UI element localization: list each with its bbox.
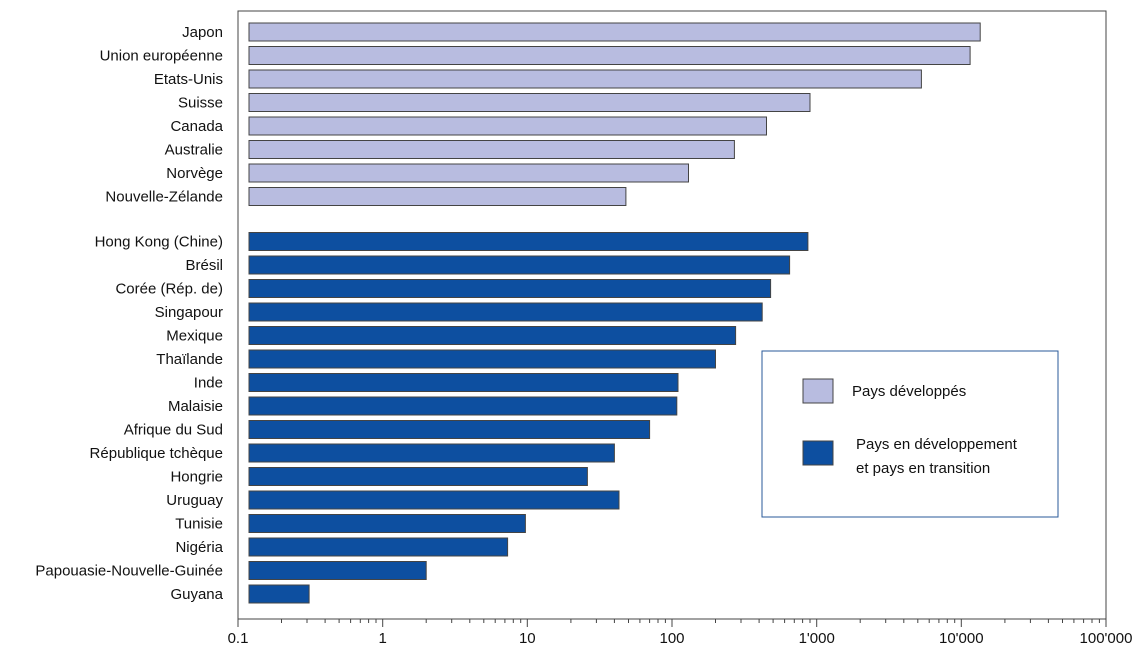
category-label: République tchèque — [90, 445, 223, 462]
category-label: Hong Kong (Chine) — [95, 234, 223, 251]
category-label: Malaisie — [168, 398, 223, 415]
category-label: Norvège — [166, 165, 223, 182]
category-label: Canada — [170, 118, 223, 135]
legend: Pays développés Pays en développement et… — [761, 350, 1059, 518]
bar — [248, 93, 811, 112]
category-label: Singapour — [155, 304, 223, 321]
x-tick-label: 0.1 — [228, 630, 249, 647]
x-tick-label: 1 — [379, 630, 387, 647]
category-label: Suisse — [178, 95, 223, 112]
bar — [248, 140, 735, 159]
bar — [248, 584, 310, 604]
bar — [248, 349, 716, 369]
category-label: Mexique — [166, 328, 223, 345]
bar — [248, 443, 615, 463]
category-label: Etats-Unis — [154, 71, 223, 88]
legend-swatch-developing — [802, 440, 834, 466]
category-label: Nigéria — [175, 539, 223, 556]
bar — [248, 255, 791, 275]
category-label: Uruguay — [166, 492, 223, 509]
bar — [248, 326, 737, 345]
bar — [248, 46, 971, 65]
x-tick-label: 100'000 — [1080, 630, 1133, 647]
legend-box — [761, 350, 1059, 518]
x-axis: 0.1 1 10 100 1'000 10'000 100'000 — [228, 618, 1133, 647]
category-label: Afrique du Sud — [124, 422, 223, 439]
category-label: Guyana — [170, 586, 223, 603]
category-label: Corée (Rép. de) — [115, 281, 223, 298]
legend-label-developed: Pays développés — [852, 383, 966, 400]
bar — [248, 232, 809, 251]
bar — [248, 537, 509, 557]
x-tick-label: 1'000 — [799, 630, 835, 647]
category-label: Nouvelle-Zélande — [105, 189, 223, 206]
bars — [248, 22, 981, 604]
category-label: Thaïlande — [156, 351, 223, 368]
legend-label-developing-line2: et pays en transition — [856, 460, 990, 477]
x-tick-label: 10'000 — [939, 630, 984, 647]
category-label: Tunisie — [175, 516, 223, 533]
legend-label-developing-line1: Pays en développement — [856, 436, 1018, 453]
bar — [248, 373, 679, 392]
category-label: Union européenne — [100, 48, 223, 65]
x-tick-label: 100 — [659, 630, 684, 647]
bar — [248, 561, 427, 580]
bar — [248, 69, 922, 89]
bar — [248, 116, 767, 136]
bar — [248, 187, 627, 206]
legend-swatch-developed — [802, 378, 834, 404]
bar — [248, 396, 678, 416]
category-label: Papouasie-Nouvelle-Guinée — [35, 563, 223, 580]
x-tick-label: 10 — [519, 630, 536, 647]
category-label: Japon — [182, 24, 223, 41]
category-label: Australie — [165, 142, 223, 159]
category-label: Brésil — [185, 257, 223, 274]
category-label: Hongrie — [170, 469, 223, 486]
bar — [248, 22, 981, 42]
category-label: Inde — [194, 375, 223, 392]
bar — [248, 163, 689, 183]
category-labels: Japon Union européenne Etats-Unis Suisse Can… — [35, 24, 223, 603]
bar — [248, 420, 651, 439]
bar — [248, 302, 763, 322]
bar — [248, 490, 620, 510]
bar — [248, 467, 588, 486]
bar — [248, 514, 526, 533]
bar — [248, 279, 772, 298]
